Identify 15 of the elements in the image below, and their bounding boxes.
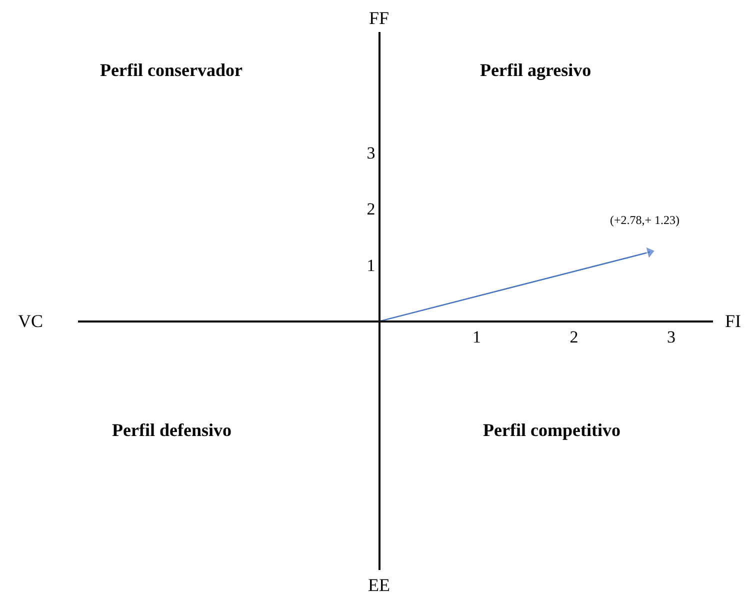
annotation: Perfil agresivo	[480, 60, 592, 80]
y-axis-title: FF	[369, 8, 390, 28]
text: VC	[18, 311, 44, 331]
annotation: Perfil competitivo	[483, 420, 620, 440]
text: EE	[368, 575, 390, 594]
x-tick-label: 2	[570, 327, 578, 346]
annotation: (+2.78,+ 1.23)	[610, 213, 680, 227]
x-axis-title: FI	[725, 311, 742, 331]
x-tick-label: 1	[472, 327, 481, 346]
x-tick-label: 3	[666, 327, 676, 346]
y-tick-label: 3	[366, 143, 376, 162]
annotation: Perfil defensivo	[112, 420, 232, 440]
y-tick-label: 1	[366, 256, 376, 275]
y-tick-label: 2	[366, 200, 376, 219]
annotation: Perfil conservador	[100, 60, 242, 80]
